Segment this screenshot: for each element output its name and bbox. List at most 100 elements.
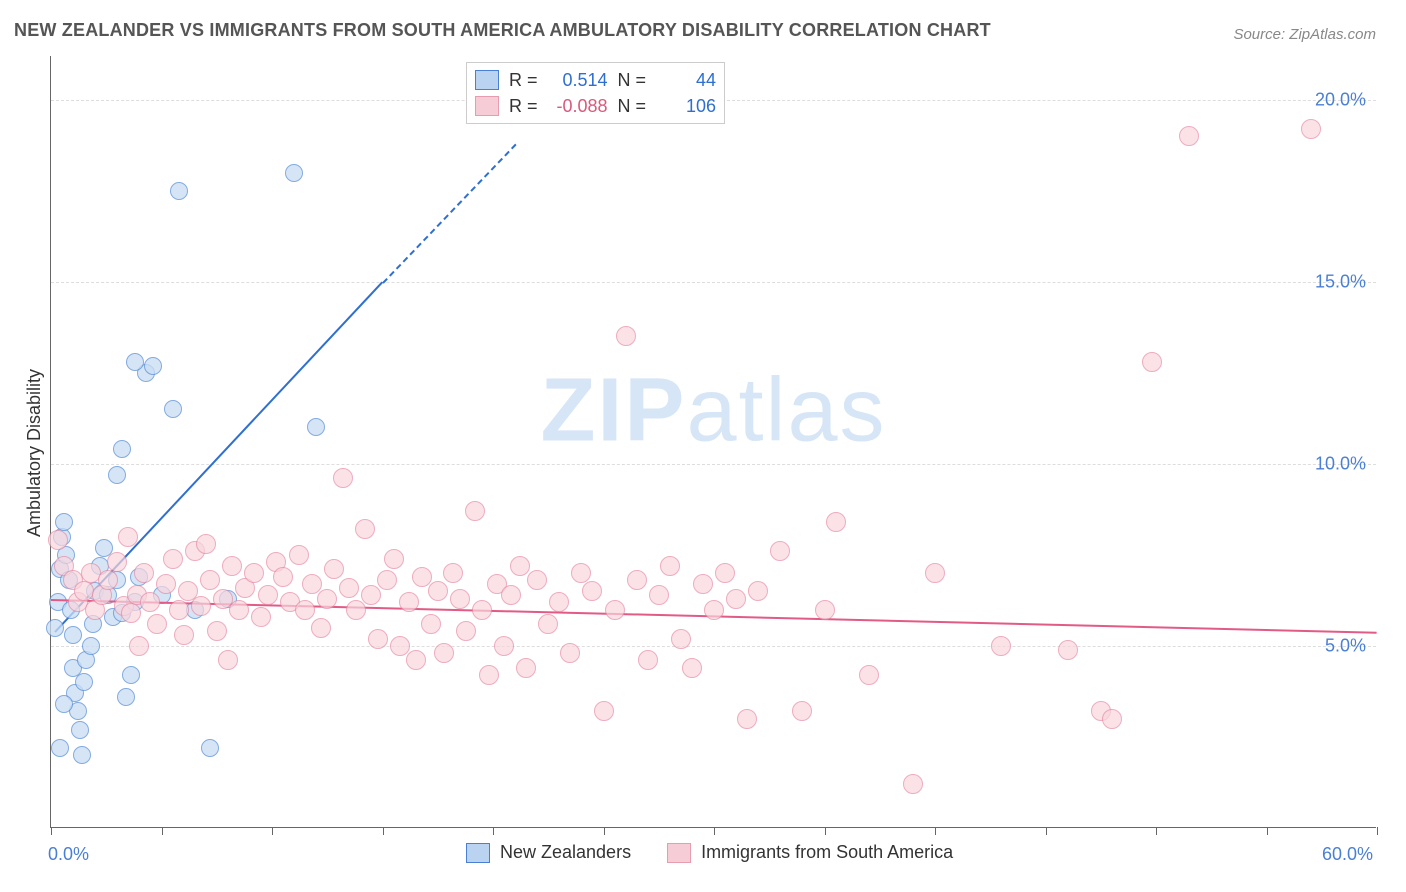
x-tick: [51, 827, 52, 835]
scatter-point: [660, 556, 680, 576]
scatter-point: [55, 695, 73, 713]
scatter-point: [339, 578, 359, 598]
scatter-point: [472, 600, 492, 620]
scatter-point: [295, 600, 315, 620]
y-tick-label: 20.0%: [1315, 89, 1366, 110]
scatter-point: [218, 650, 238, 670]
x-tick: [1267, 827, 1268, 835]
legend-swatch: [475, 96, 499, 116]
scatter-point: [377, 570, 397, 590]
scatter-point: [527, 570, 547, 590]
scatter-point: [682, 658, 702, 678]
n-label: N =: [618, 70, 647, 91]
y-tick-label: 15.0%: [1315, 271, 1366, 292]
scatter-point: [704, 600, 724, 620]
scatter-point: [51, 739, 69, 757]
scatter-point: [671, 629, 691, 649]
plot-area: ZIPatlas 5.0%10.0%15.0%20.0%: [50, 56, 1376, 828]
scatter-point: [627, 570, 647, 590]
scatter-point: [117, 688, 135, 706]
scatter-point: [346, 600, 366, 620]
scatter-point: [494, 636, 514, 656]
scatter-point: [428, 581, 448, 601]
scatter-point: [207, 621, 227, 641]
x-tick: [1156, 827, 1157, 835]
scatter-point: [925, 563, 945, 583]
scatter-point: [134, 563, 154, 583]
legend-swatch: [667, 843, 691, 863]
stats-row: R =-0.088N =106: [475, 93, 716, 119]
scatter-point: [113, 440, 131, 458]
scatter-point: [560, 643, 580, 663]
scatter-point: [118, 527, 138, 547]
r-label: R =: [509, 96, 538, 117]
scatter-point: [156, 574, 176, 594]
scatter-point: [510, 556, 530, 576]
scatter-point: [538, 614, 558, 634]
correlation-stats-box: R =0.514N =44R =-0.088N =106: [466, 62, 725, 124]
scatter-point: [991, 636, 1011, 656]
watermark-bold: ZIP: [540, 360, 686, 460]
scatter-point: [450, 589, 470, 609]
x-tick: [493, 827, 494, 835]
n-value: 44: [656, 70, 716, 91]
scatter-point: [406, 650, 426, 670]
scatter-point: [859, 665, 879, 685]
chart-container: { "title": "NEW ZEALANDER VS IMMIGRANTS …: [0, 0, 1406, 892]
scatter-point: [571, 563, 591, 583]
scatter-point: [465, 501, 485, 521]
x-axis-origin-label: 0.0%: [48, 844, 89, 865]
scatter-point: [196, 534, 216, 554]
scatter-point: [73, 746, 91, 764]
scatter-point: [443, 563, 463, 583]
scatter-point: [792, 701, 812, 721]
scatter-point: [107, 552, 127, 572]
n-label: N =: [618, 96, 647, 117]
scatter-point: [594, 701, 614, 721]
legend-swatch: [466, 843, 490, 863]
scatter-point: [501, 585, 521, 605]
x-tick: [162, 827, 163, 835]
scatter-point: [456, 621, 476, 641]
scatter-point: [121, 603, 141, 623]
x-tick: [272, 827, 273, 835]
watermark: ZIPatlas: [540, 359, 886, 462]
scatter-point: [737, 709, 757, 729]
gridline: [51, 464, 1376, 465]
scatter-point: [251, 607, 271, 627]
scatter-point: [169, 600, 189, 620]
r-label: R =: [509, 70, 538, 91]
legend: New ZealandersImmigrants from South Amer…: [466, 842, 979, 863]
scatter-point: [421, 614, 441, 634]
scatter-point: [201, 739, 219, 757]
scatter-point: [1301, 119, 1321, 139]
scatter-point: [164, 400, 182, 418]
r-value: -0.088: [548, 96, 608, 117]
watermark-light: atlas: [686, 360, 886, 460]
scatter-point: [229, 600, 249, 620]
scatter-point: [1102, 709, 1122, 729]
scatter-point: [815, 600, 835, 620]
scatter-point: [289, 545, 309, 565]
x-tick: [1046, 827, 1047, 835]
scatter-point: [748, 581, 768, 601]
scatter-point: [48, 530, 68, 550]
scatter-point: [144, 357, 162, 375]
scatter-point: [122, 666, 140, 684]
scatter-point: [140, 592, 160, 612]
scatter-point: [434, 643, 454, 663]
scatter-point: [549, 592, 569, 612]
scatter-point: [71, 721, 89, 739]
scatter-point: [129, 636, 149, 656]
r-value: 0.514: [548, 70, 608, 91]
scatter-point: [273, 567, 293, 587]
trend-line: [382, 144, 516, 284]
scatter-point: [649, 585, 669, 605]
scatter-point: [147, 614, 167, 634]
chart-title: NEW ZEALANDER VS IMMIGRANTS FROM SOUTH A…: [14, 20, 991, 41]
legend-swatch: [475, 70, 499, 90]
scatter-point: [1179, 126, 1199, 146]
x-tick: [825, 827, 826, 835]
scatter-point: [222, 556, 242, 576]
legend-label: New Zealanders: [500, 842, 631, 863]
